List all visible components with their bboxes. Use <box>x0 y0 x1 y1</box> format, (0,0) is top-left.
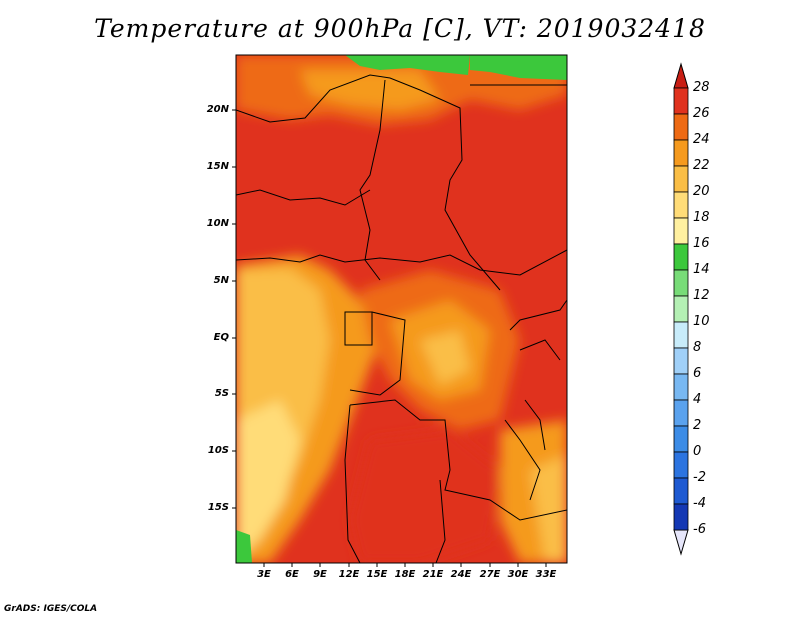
colorbar-tick-label: 0 <box>693 444 702 459</box>
colorbar-swatch <box>673 243 689 271</box>
colorbar-tick-label: 16 <box>693 236 710 251</box>
colorbar-swatch <box>673 529 689 556</box>
lat-label: 5N <box>213 275 229 286</box>
lon-label: 9E <box>313 569 327 580</box>
lon-label: 3E <box>257 569 271 580</box>
lat-label: 20N <box>206 104 229 115</box>
map-frame <box>235 54 568 564</box>
colorbar-swatch <box>673 165 689 193</box>
colorbar-swatch <box>673 217 689 245</box>
colorbar-tick-label: 8 <box>693 340 702 355</box>
colorbar-tick-label: 22 <box>693 158 710 173</box>
colorbar-swatch <box>673 321 689 349</box>
colorbar-tick-label: 10 <box>693 314 710 329</box>
colorbar-tick-label: 12 <box>693 288 710 303</box>
colorbar-swatch <box>673 477 689 505</box>
colorbar-swatch <box>673 62 689 89</box>
lat-label: EQ <box>213 332 229 343</box>
colorbar-swatch <box>673 113 689 141</box>
lat-label: 15S <box>207 502 229 513</box>
colorbar-swatch <box>673 269 689 297</box>
temperature-field <box>236 55 567 563</box>
colorbar-tick-label: 18 <box>693 210 710 225</box>
lon-label: 21E <box>422 569 444 580</box>
lon-label: 6E <box>285 569 299 580</box>
colorbar-swatch <box>673 295 689 323</box>
lat-label: 10S <box>207 445 229 456</box>
colorbar-swatch <box>673 451 689 479</box>
colorbar-swatch <box>673 347 689 375</box>
lat-label: 5S <box>214 388 229 399</box>
country-borders <box>236 74 567 563</box>
lon-label: 33E <box>535 569 557 580</box>
colorbar-swatch <box>673 399 689 427</box>
map-title: Temperature at 900hPa [C], VT: 201903241… <box>94 14 706 43</box>
colorbar-tick-label: 20 <box>693 184 710 199</box>
colorbar-tick-label: 14 <box>693 262 710 277</box>
colorbar-swatch <box>673 87 689 115</box>
lon-label: 30E <box>507 569 529 580</box>
colorbar-swatch <box>673 139 689 167</box>
colorbar-tick-label: 6 <box>693 366 702 381</box>
colorbar-tick-label: 26 <box>693 106 710 121</box>
lon-label: 12E <box>338 569 360 580</box>
lon-label: 24E <box>450 569 472 580</box>
colorbar-tick-label: 24 <box>693 132 710 147</box>
colorbar-tick-label: 2 <box>693 418 702 433</box>
colorbar-swatch <box>673 191 689 219</box>
colorbar-tick-label: -4 <box>693 496 706 511</box>
colorbar-tick-label: 28 <box>693 80 710 95</box>
colorbar-swatch <box>673 503 689 531</box>
axis-ticks <box>232 109 547 567</box>
colorbar-swatch <box>673 373 689 401</box>
colorbar-swatch <box>673 425 689 453</box>
lat-label: 10N <box>206 218 229 229</box>
colorbar-tick-label: -6 <box>693 522 706 537</box>
lon-label: 15E <box>366 569 388 580</box>
lat-label: 15N <box>206 161 229 172</box>
footer-credit: GrADS: IGES/COLA <box>4 604 98 614</box>
colorbar-tick-label: 4 <box>693 392 702 407</box>
colorbar-tick-label: -2 <box>693 470 706 485</box>
colorbar <box>673 62 689 556</box>
lon-label: 27E <box>479 569 501 580</box>
lon-label: 18E <box>394 569 416 580</box>
